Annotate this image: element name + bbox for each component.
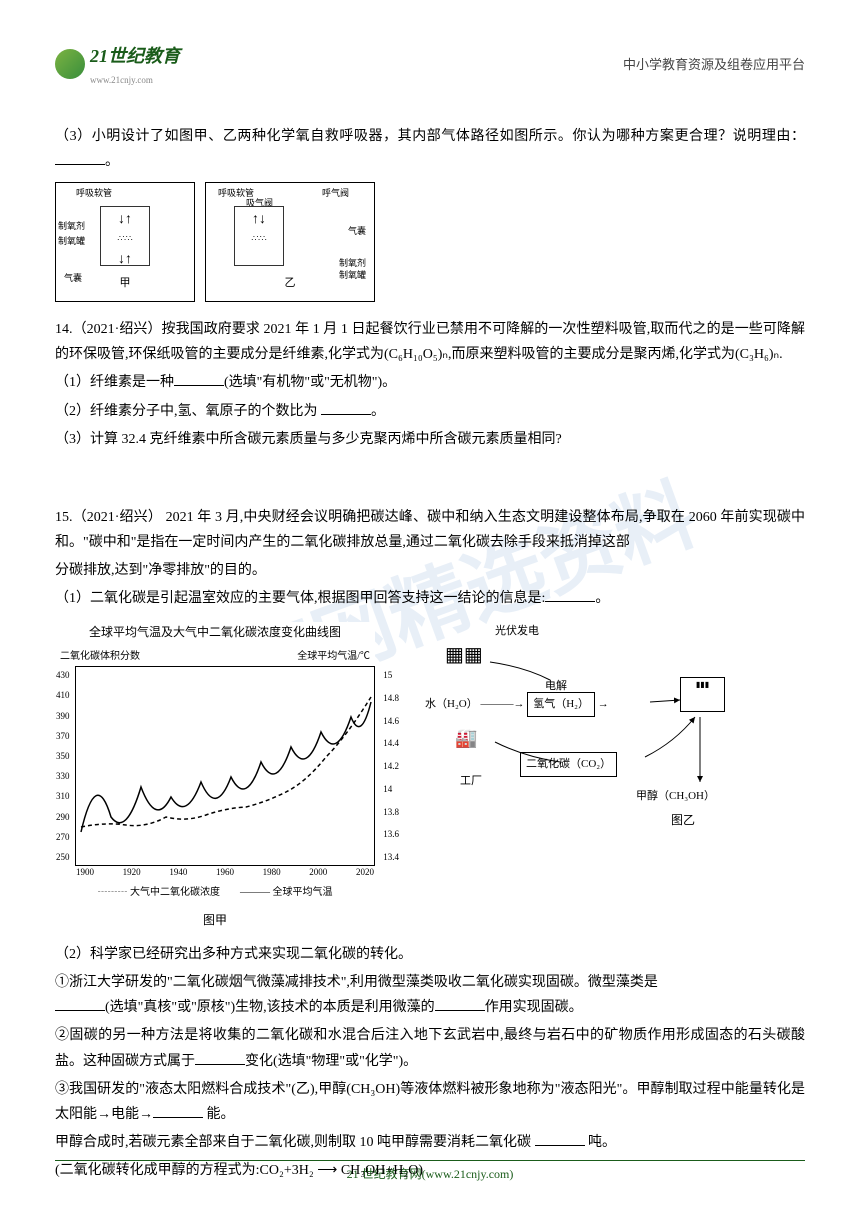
y-axis-right: 15 14.8 14.6 14.4 14.2 14 13.8 13.6 13.4 bbox=[383, 667, 399, 865]
figure-row: 全球平均气温及大气中二氧化碳浓度变化曲线图 二氧化碳体积分数 全球平均气温/℃ … bbox=[55, 622, 805, 932]
flow-arrows bbox=[405, 622, 725, 822]
blank bbox=[55, 149, 105, 165]
blank bbox=[321, 399, 371, 415]
q13-part3: （3）小明设计了如图甲、乙两种化学氧自救呼吸器，其内部气体路径如图所示。你认为哪… bbox=[55, 124, 805, 174]
q15-stem2: 分碳排放,达到"净零排放"的目的。 bbox=[55, 558, 805, 583]
q14-p1: （1）纤维素是一种 (选填"有机物"或"无机物")。 bbox=[55, 370, 805, 395]
q15-p2-3: ③我国研发的"液态太阳燃料合成技术"(乙),甲醇(CH₃OH)等液体燃料被形象地… bbox=[55, 1077, 805, 1127]
blank bbox=[535, 1130, 585, 1146]
q15-p1a: （1）二氧化碳是引起温室效应的主要气体,根据图甲回答支持这一结论的信息是: bbox=[55, 591, 545, 606]
label-tube: 呼吸软管 bbox=[76, 185, 112, 201]
blank bbox=[435, 995, 485, 1011]
caption-yi: 图乙 bbox=[671, 810, 695, 832]
q15-p2-5: (二氧化碳转化成甲醇的方程式为:CO₂+3H₂ ⟶ CH₃OH+H₂O) bbox=[55, 1158, 805, 1183]
chart-lines bbox=[76, 667, 376, 867]
label-tank2: 制氧罐 bbox=[339, 267, 366, 283]
device-yi: 呼吸软管 吸气阀 呼气阀 气囊 制氧剂 制氧罐 ↑↓ ∴∵∴ 乙 bbox=[205, 182, 375, 302]
q15-p1b: 。 bbox=[595, 591, 609, 606]
caption-jia: 图甲 bbox=[55, 910, 375, 932]
q14-p2b: 。 bbox=[371, 404, 385, 419]
label-jia: 甲 bbox=[64, 274, 186, 294]
q14-p3: （3）计算 32.4 克纤维素中所含碳元素质量与多少克聚丙烯中所含碳元素质量相同… bbox=[55, 427, 805, 452]
logo-text: 21世纪教育 bbox=[90, 46, 180, 66]
blank bbox=[545, 586, 595, 602]
blank bbox=[55, 995, 105, 1011]
page-header: 21世纪教育 www.21cnjy.com 中小学教育资源及组卷应用平台 bbox=[55, 40, 805, 94]
logo: 21世纪教育 www.21cnjy.com bbox=[55, 40, 180, 89]
label-exhale: 呼气阀 bbox=[322, 185, 349, 201]
q13-p3-text: （3）小明设计了如图甲、乙两种化学氧自救呼吸器，其内部气体路径如图所示。你认为哪… bbox=[55, 129, 805, 144]
q14-p1a: （1）纤维素是一种 bbox=[55, 375, 174, 390]
blank bbox=[195, 1049, 245, 1065]
chart-legend: ┄┄┄ 大气中二氧化碳浓度 ——— 全球平均气温 bbox=[55, 884, 375, 902]
q15-p2-1: ①浙江大学研发的"二氧化碳烟气微藻减排技术",利用微型藻类吸收二氧化碳实现固碳。… bbox=[55, 970, 805, 1020]
yr-label: 全球平均气温/℃ bbox=[297, 648, 370, 666]
label-bag: 气囊 bbox=[64, 270, 82, 286]
flow-yi: 光伏发电 ▦▦ 电解 水（H₂O） ———→ 氢气（H₂） → ▮▮▮ 🏭 二氧… bbox=[405, 622, 725, 822]
blank bbox=[174, 370, 224, 386]
header-right-text: 中小学教育资源及组卷应用平台 bbox=[623, 53, 805, 76]
device-jia: 呼吸软管 制氧剂 制氧罐 气囊 ↓↑ ∴∵∴ ↓↑ 甲 bbox=[55, 182, 195, 302]
blank bbox=[153, 1102, 203, 1118]
logo-icon bbox=[55, 49, 85, 79]
q15-p2-4: 甲醇合成时,若碳元素全部来自于二氧化碳,则制取 10 吨甲醇需要消耗二氧化碳 吨… bbox=[55, 1130, 805, 1155]
chart-jia: 全球平均气温及大气中二氧化碳浓度变化曲线图 二氧化碳体积分数 全球平均气温/℃ … bbox=[55, 622, 375, 932]
logo-url: www.21cnjy.com bbox=[90, 72, 180, 88]
label-tank: 制氧罐 bbox=[58, 233, 85, 249]
chart-title: 全球平均气温及大气中二氧化碳浓度变化曲线图 bbox=[55, 622, 375, 644]
q15-stem: 15.（2021·绍兴） 2021 年 3 月,中央财经会议明确把碳达峰、碳中和… bbox=[55, 505, 805, 555]
y-axis-left: 430 410 390 370 350 330 310 290 270 250 bbox=[56, 667, 70, 865]
label-agent: 制氧剂 bbox=[58, 218, 85, 234]
q14-stem: 14.（2021·绍兴）按我国政府要求 2021 年 1 月 1 日起餐饮行业已… bbox=[55, 317, 805, 367]
yl-label: 二氧化碳体积分数 bbox=[60, 648, 140, 666]
x-axis: 1900 1920 1940 1960 1980 2000 2020 bbox=[76, 864, 374, 880]
q15-p2-2: ②固碳的另一种方法是将收集的二氧化碳和水混合后注入地下玄武岩中,最终与岩石中的矿… bbox=[55, 1023, 805, 1073]
q14-p2: （2）纤维素分子中,氢、氧原子的个数比为 。 bbox=[55, 399, 805, 424]
chart-area: 430 410 390 370 350 330 310 290 270 250 … bbox=[75, 666, 375, 866]
q14-p2a: （2）纤维素分子中,氢、氧原子的个数比为 bbox=[55, 404, 318, 419]
q15-p1: （1）二氧化碳是引起温室效应的主要气体,根据图甲回答支持这一结论的信息是: 。 bbox=[55, 586, 805, 611]
q14-p1b: (选填"有机物"或"无机物")。 bbox=[224, 375, 396, 390]
device-diagrams: 呼吸软管 制氧剂 制氧罐 气囊 ↓↑ ∴∵∴ ↓↑ 甲 呼吸软管 吸气阀 呼气阀… bbox=[55, 182, 805, 302]
q15-p2: （2）科学家已经研究出多种方式来实现二氧化碳的转化。 bbox=[55, 942, 805, 967]
label-bag2: 气囊 bbox=[348, 223, 366, 239]
